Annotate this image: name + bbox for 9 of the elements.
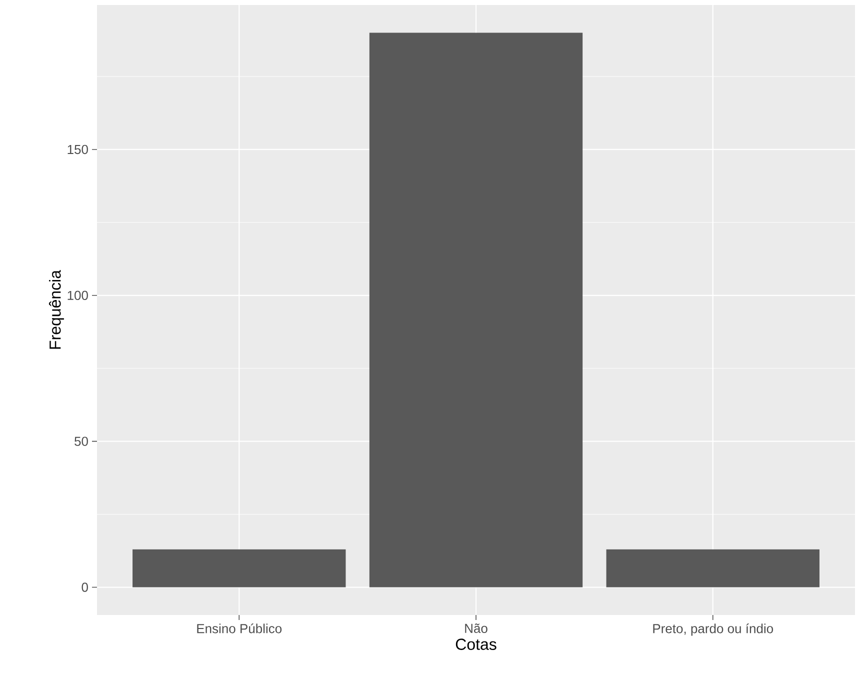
x-axis-title: Cotas (456, 638, 496, 650)
x-tick-label: Ensino Público (197, 624, 282, 634)
y-axis-title: Frequência (48, 270, 64, 349)
x-tick-label: Não (465, 624, 488, 633)
y-tick-label: 150 (68, 144, 88, 154)
x-tick-label: Preto, pardo ou índio (653, 624, 774, 636)
y-tick-label: 0 (82, 582, 88, 592)
y-tick-label: 50 (74, 436, 88, 446)
y-tick-label: 100 (68, 290, 88, 300)
